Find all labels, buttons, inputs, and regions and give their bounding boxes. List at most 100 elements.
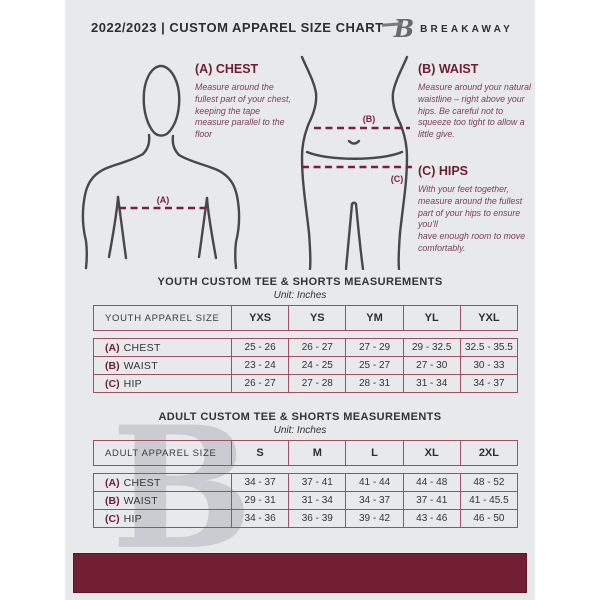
size-range-cell: 26 - 27 [231,374,290,393]
youth-section-title: YOUTH CUSTOM TEE & SHORTS MEASUREMENTS [157,276,443,288]
size-range-cell: 28 - 31 [345,374,404,393]
hips-guide-text: With your feet together, measure around … [418,184,526,253]
size-range-cell: 29 - 31 [231,491,290,510]
size-range-cell: 39 - 42 [345,509,404,528]
chest-marker-label: (A) [157,195,170,205]
size-range-cell: 27 - 28 [288,374,347,393]
navel-mark [347,139,361,145]
measure-name: CHEST [123,341,161,354]
watermark-logo: B [111,389,253,587]
table-row: (B) WAIST 29 - 31 31 - 34 34 - 37 37 - 41 41 -… [93,491,519,510]
hips-guide: (C) HIPS With your feet together, measur… [418,164,531,255]
size-range-cell: 24 - 25 [288,356,347,375]
size-range-cell: 41 - 45.5 [459,491,519,510]
measure-name: HIP [123,377,142,390]
measurement-row-label: (B) WAIST [93,356,232,375]
table-row: (A) CHEST 25 - 26 26 - 27 27 - 29 29 - 32.5 32… [93,338,519,357]
size-range-cell: 34 - 36 [231,509,290,528]
size-column-header: YXS [231,305,290,331]
measure-name: WAIST [123,359,158,372]
size-chart-document: B 2022/2023 | CUSTOM APPAREL SIZE CHART … [65,0,535,600]
table-row: (B) WAIST 23 - 24 24 - 25 25 - 27 27 - 30 30 -… [93,356,519,375]
measurement-row-label: (B) WAIST [93,491,232,510]
brand-name: BREAKAWAY [420,23,513,35]
lower-body-figure-illustration: (B) (C) [300,55,412,270]
waist-guide-title: (B) WAIST [418,62,479,76]
measure-name: WAIST [123,494,158,507]
size-range-cell: 44 - 48 [402,473,461,492]
size-range-cell: 34 - 37 [459,374,519,393]
table-header-row: ADULT APPAREL SIZE S M L XL 2XL [93,440,519,466]
measure-key: (C) [105,377,120,390]
chest-guide-title: (A) CHEST [195,62,259,76]
apparel-size-header: ADULT APPAREL SIZE [93,440,232,466]
measurement-row-label: (A) CHEST [93,473,232,492]
waist-guide-text: Measure around your natural waistline – … [418,82,531,140]
measure-name: HIP [123,512,142,525]
size-range-cell: 29 - 32.5 [402,338,461,357]
youth-unit-label: Unit: Inches [273,290,327,301]
head-outline [142,64,181,137]
size-column-header: XL [402,440,461,466]
size-column-header: L [345,440,404,466]
size-range-cell: 34 - 37 [345,491,404,510]
breakaway-logo-icon: B [388,17,414,41]
measure-key: (A) [105,341,120,354]
size-range-cell: 26 - 27 [288,338,347,357]
size-column-header: YL [402,305,461,331]
size-range-cell: 27 - 29 [345,338,404,357]
measure-key: (A) [105,476,120,489]
measure-key: (B) [105,494,120,507]
waist-marker-label: (B) [363,114,376,124]
brand-block: B BREAKAWAY [388,17,513,41]
size-range-cell: 32.5 - 35.5 [459,338,519,357]
size-column-header: YS [288,305,347,331]
left-armpit-line [107,195,120,259]
size-range-cell: 30 - 33 [459,356,519,375]
left-armpit-line [116,195,128,260]
hip-marker-label: (C) [391,174,404,184]
size-range-cell: 34 - 37 [231,473,290,492]
table-row: (A) CHEST 34 - 37 37 - 41 41 - 44 44 - 48 48 -… [93,473,519,492]
hips-guide-title: (C) HIPS [418,164,468,178]
left-body-outline [300,55,318,270]
size-range-cell: 46 - 50 [459,509,519,528]
size-range-cell: 31 - 34 [288,491,347,510]
measure-key: (B) [105,359,120,372]
adult-unit-label: Unit: Inches [273,425,327,436]
torso-figure-illustration: (A) [81,64,241,270]
footer-bar [73,553,527,593]
measure-name: CHEST [123,476,161,489]
measure-key: (C) [105,512,120,525]
document-header: 2022/2023 | CUSTOM APPAREL SIZE CHART B … [65,0,535,41]
size-range-cell: 27 - 30 [402,356,461,375]
page-title: 2022/2023 | CUSTOM APPAREL SIZE CHART [91,20,384,35]
size-range-cell: 36 - 39 [288,509,347,528]
size-column-header: YXL [459,305,519,331]
crotch-arc [350,201,358,206]
size-range-cell: 23 - 24 [231,356,290,375]
measurement-row-label: (C) HIP [93,509,232,528]
size-range-cell: 25 - 27 [345,356,404,375]
size-column-header: YM [345,305,404,331]
size-range-cell: 41 - 44 [345,473,404,492]
left-inner-leg [344,202,354,270]
right-body-outline [391,55,409,270]
table-row: (C) HIP 34 - 36 36 - 39 39 - 42 43 - 46 46 - 5… [93,509,519,528]
size-column-header: M [288,440,347,466]
right-inner-leg [354,202,365,270]
size-column-header: 2XL [459,440,519,466]
waistband-curve [305,150,404,160]
adult-size-table: ADULT APPAREL SIZE S M L XL 2XL (A) CHEST 34 - 3… [93,440,519,528]
right-armpit-line [197,196,209,259]
left-shoulder-arm [81,133,151,270]
waist-guide: (B) WAIST Measure around your natural wa… [418,62,531,141]
measurement-row-label: (A) CHEST [93,338,232,357]
table-header-row: YOUTH APPAREL SIZE YXS YS YM YL YXL [93,305,519,331]
table-row: (C) HIP 26 - 27 27 - 28 28 - 31 31 - 34 34 - 3… [93,374,519,393]
right-armpit-line [205,196,218,260]
size-range-cell: 37 - 41 [288,473,347,492]
chest-guide: (A) CHEST Measure around the fullest par… [195,62,293,141]
youth-size-table: YOUTH APPAREL SIZE YXS YS YM YL YXL (A) CHEST 25… [93,305,519,393]
